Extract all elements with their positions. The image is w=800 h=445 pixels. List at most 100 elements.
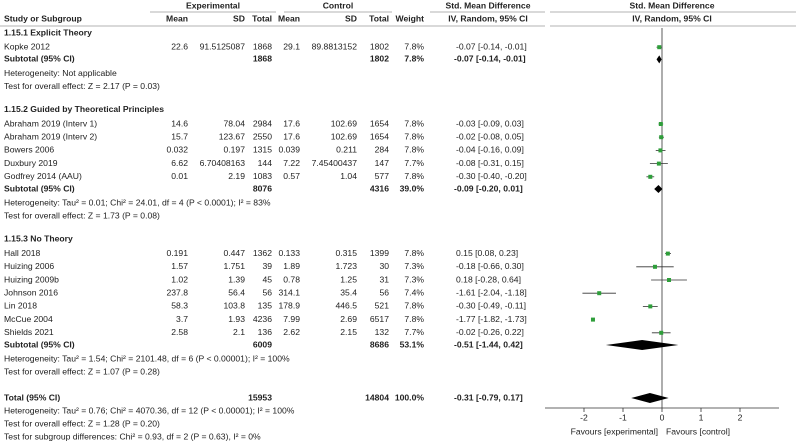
study-name: Total (95% CI) xyxy=(4,392,60,402)
cell: 521 xyxy=(375,301,390,311)
smd-label: -0.18 [-0.66, 0.30] xyxy=(456,261,524,271)
cell: 53.1% xyxy=(400,339,425,349)
cell: 7.3% xyxy=(404,261,424,271)
cell: 1.93 xyxy=(228,314,245,324)
cell: 89.8813152 xyxy=(312,41,358,51)
cell: 78.04 xyxy=(223,118,245,128)
cell: 7.8% xyxy=(404,54,424,64)
cell: 577 xyxy=(375,171,390,181)
cell: 8076 xyxy=(253,183,272,193)
study-square xyxy=(659,330,664,335)
x-tick-label: -1 xyxy=(619,412,627,422)
cell: 1868 xyxy=(253,54,272,64)
cell: 1315 xyxy=(253,145,272,155)
study-square xyxy=(656,161,661,166)
cell: 7.7% xyxy=(404,327,424,337)
cell: 1.89 xyxy=(283,261,300,271)
smd-label: -0.08 [-0.31, 0.15] xyxy=(456,158,524,168)
cell: 1654 xyxy=(370,131,389,141)
cell: 7.22 xyxy=(283,158,300,168)
header: Mean xyxy=(278,13,300,23)
cell: 7.4% xyxy=(404,287,424,297)
pooled-diamond xyxy=(654,185,663,193)
cell: 7.8% xyxy=(404,118,424,128)
header: Std. Mean Difference xyxy=(629,0,714,10)
study-square xyxy=(659,135,664,140)
header: Total xyxy=(252,13,272,23)
cell: 4236 xyxy=(253,314,272,324)
smd-label: -0.03 [-0.09, 0.03] xyxy=(456,118,524,128)
cell: 14804 xyxy=(365,392,389,402)
cell: 144 xyxy=(258,158,273,168)
smd-label: -0.02 [-0.26, 0.22] xyxy=(456,327,524,337)
header: Std. Mean Difference xyxy=(445,0,530,10)
smd-label: -0.02 [-0.08, 0.05] xyxy=(456,131,524,141)
study-name: Huizing 2009b xyxy=(4,274,59,284)
overall-test: Test for overall effect: Z = 2.17 (P = 0… xyxy=(4,81,160,91)
cell: 1.723 xyxy=(335,261,357,271)
smd-label: -0.09 [-0.20, 0.01] xyxy=(454,183,523,193)
header: IV, Random, 95% CI xyxy=(632,13,711,23)
cell: 56.4 xyxy=(228,287,245,297)
cell: 91.5125087 xyxy=(200,41,246,51)
group-title: 1.15.1 Explicit Theory xyxy=(4,27,92,37)
overall-test: Test for overall effect: Z = 1.28 (P = 0… xyxy=(4,418,160,428)
study-name: Huizing 2006 xyxy=(4,261,54,271)
study-square xyxy=(657,45,662,50)
cell: 446.5 xyxy=(335,301,357,311)
header: Study or Subgroup xyxy=(4,13,82,23)
cell: 102.69 xyxy=(331,131,358,141)
cell: 2.19 xyxy=(228,171,245,181)
study-name: Bowers 2006 xyxy=(4,145,54,155)
cell: 15.7 xyxy=(171,131,188,141)
cell: 1083 xyxy=(253,171,272,181)
cell: 7.8% xyxy=(404,301,424,311)
cell: 6009 xyxy=(253,339,272,349)
study-name: Godfrey 2014 (AAU) xyxy=(4,171,82,181)
cell: 1.02 xyxy=(171,274,188,284)
pooled-diamond xyxy=(631,393,669,403)
cell: 2.69 xyxy=(340,314,357,324)
cell: 6.62 xyxy=(171,158,188,168)
study-name: Subtotal (95% CI) xyxy=(4,54,75,64)
cell: 2.15 xyxy=(340,327,357,337)
overall-test: Test for overall effect: Z = 1.07 (P = 0… xyxy=(4,367,160,377)
header: Control xyxy=(323,0,354,10)
smd-label: -0.07 [-0.14, -0.01] xyxy=(454,54,526,64)
x-tick-label: 1 xyxy=(699,412,704,422)
cell: 0.01 xyxy=(171,171,188,181)
smd-label: 0.15 [0.08, 0.23] xyxy=(456,248,518,258)
smd-label: -1.61 [-2.04, -1.18] xyxy=(456,287,527,297)
cell: 1654 xyxy=(370,118,389,128)
cell: 1.57 xyxy=(171,261,188,271)
study-name: Subtotal (95% CI) xyxy=(4,339,75,349)
cell: 2984 xyxy=(253,118,272,128)
cell: 1802 xyxy=(370,41,389,51)
x-tick-label: 0 xyxy=(660,412,665,422)
cell: 1.751 xyxy=(223,261,245,271)
cell: 4316 xyxy=(370,183,389,193)
smd-label: -1.77 [-1.82, -1.73] xyxy=(456,314,527,324)
smd-label: -0.07 [-0.14, -0.01] xyxy=(456,41,527,51)
cell: 7.8% xyxy=(404,41,424,51)
cell: 17.6 xyxy=(283,131,300,141)
study-name: McCue 2004 xyxy=(4,314,53,324)
cell: 7.8% xyxy=(404,171,424,181)
study-name: Hall 2018 xyxy=(4,248,41,258)
cell: 103.8 xyxy=(223,301,245,311)
cell: 29.1 xyxy=(283,41,300,51)
cell: 100.0% xyxy=(395,392,425,402)
cell: 56 xyxy=(262,287,272,297)
cell: 39.0% xyxy=(400,183,425,193)
cell: 1.39 xyxy=(228,274,245,284)
cell: 7.8% xyxy=(404,131,424,141)
smd-label: -0.04 [-0.16, 0.09] xyxy=(456,145,524,155)
cell: 178.9 xyxy=(278,301,300,311)
cell: 0.191 xyxy=(166,248,188,258)
cell: 7.7% xyxy=(404,158,424,168)
study-name: Shields 2021 xyxy=(4,327,54,337)
cell: 0.133 xyxy=(278,248,300,258)
cell: 135 xyxy=(258,301,273,311)
study-name: Lin 2018 xyxy=(4,301,37,311)
